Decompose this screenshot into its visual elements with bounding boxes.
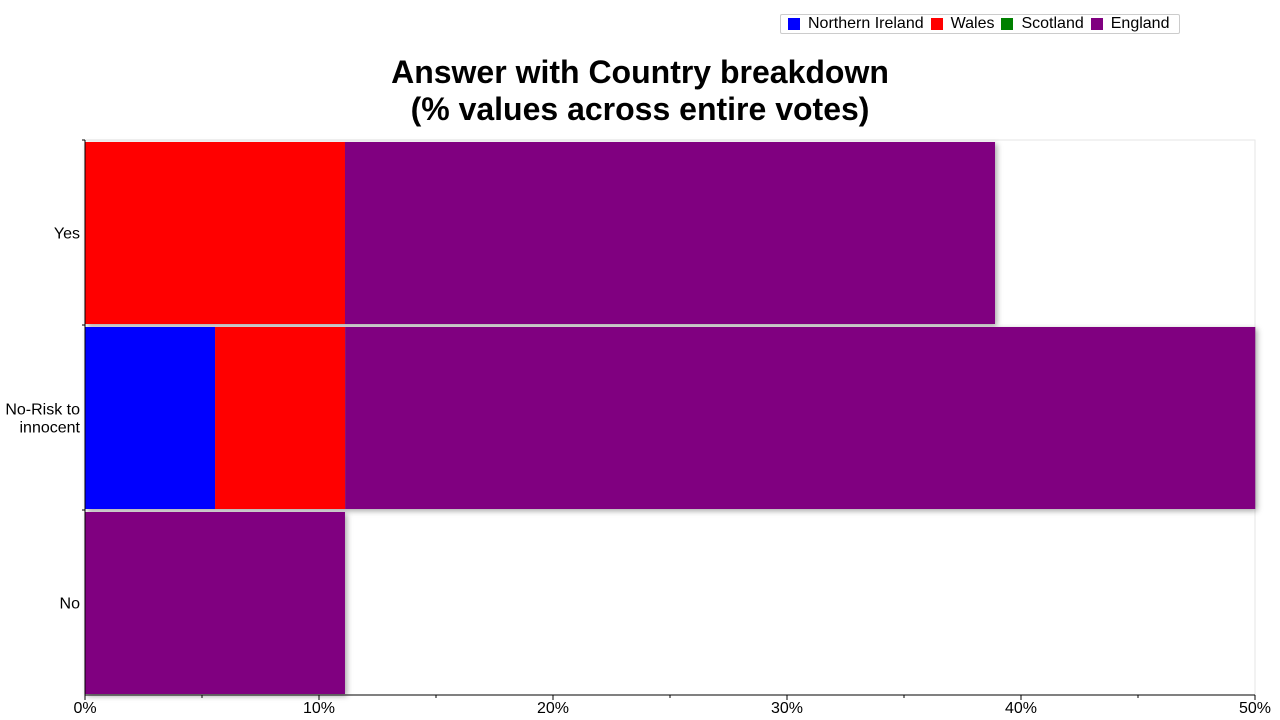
chart-title-line-2: (% values across entire votes) xyxy=(410,91,870,127)
legend-item: Wales xyxy=(930,15,995,33)
legend-swatch xyxy=(1001,18,1014,30)
legend-swatch xyxy=(788,18,800,30)
legend-swatch xyxy=(1090,18,1103,30)
bar-segment xyxy=(215,327,346,509)
bar-segment xyxy=(85,327,216,509)
chart-title: Answer with Country breakdown (% values … xyxy=(0,54,1280,128)
x-tick-label: 20% xyxy=(537,700,569,717)
category-label: No xyxy=(60,596,81,613)
legend-item: Northern Ireland xyxy=(788,15,924,33)
category-label: Yes xyxy=(54,226,80,243)
chart-legend: Northern Ireland Wales Scotland England xyxy=(780,14,1180,34)
x-tick-label: 30% xyxy=(771,700,803,717)
chart-title-line-1: Answer with Country breakdown xyxy=(391,54,889,90)
category-label: No-Risk to innocent xyxy=(5,402,80,437)
x-tick-label: 50% xyxy=(1239,700,1271,717)
legend-label: England xyxy=(1110,15,1170,32)
legend-item: England xyxy=(1090,15,1170,33)
bar-segment xyxy=(344,142,996,324)
legend-swatch xyxy=(930,18,943,30)
legend-label: Wales xyxy=(950,15,995,32)
legend-item: Scotland xyxy=(1001,15,1084,33)
x-tick-label: 0% xyxy=(73,700,96,717)
bar-segment xyxy=(345,327,1256,509)
legend-label: Northern Ireland xyxy=(808,15,924,32)
x-tick-label: 40% xyxy=(1005,700,1037,717)
bar-segment xyxy=(85,512,345,694)
x-tick-label: 10% xyxy=(303,700,335,717)
bar-segment xyxy=(85,142,345,324)
legend-label: Scotland xyxy=(1021,15,1084,32)
